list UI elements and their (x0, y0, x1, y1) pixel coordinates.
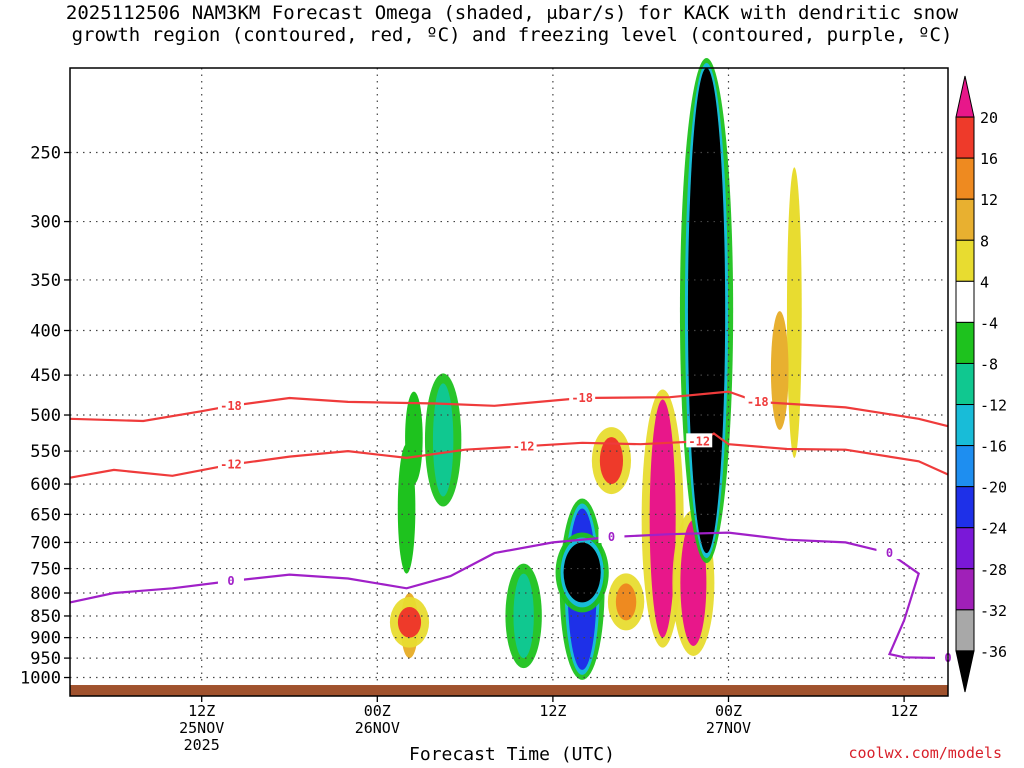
y-tick-label: 700 (30, 533, 61, 553)
x-tick-label: 27NOV (706, 719, 751, 737)
colorbar-label: -36 (980, 643, 1007, 661)
y-tick-label: 400 (30, 322, 61, 342)
y-tick-label: 850 (30, 607, 61, 627)
colorbar-swatch (955, 445, 975, 488)
colorbar-swatch (955, 568, 975, 611)
omega-cell (599, 437, 624, 485)
contour-label: -12 (220, 458, 242, 472)
colorbar-label: 16 (980, 150, 998, 168)
colorbar-swatch (955, 116, 975, 159)
contour-label: -18 (571, 391, 593, 405)
colorbar-label: -8 (980, 355, 998, 373)
y-tick-label: 800 (30, 584, 61, 604)
colorbar-bottom-arrow (955, 650, 975, 693)
y-tick-label: 600 (30, 475, 61, 495)
colorbar-label: 12 (980, 191, 998, 209)
colorbar-label: -28 (980, 561, 1007, 579)
contour-label-bg (510, 438, 537, 453)
colorbar-swatch (955, 486, 975, 529)
y-tick-label: 450 (30, 366, 61, 386)
colorbar-swatch (955, 609, 975, 652)
x-tick-label: 26NOV (355, 719, 400, 737)
contour-label-bg (217, 456, 244, 471)
omega-cell (786, 167, 802, 458)
colorbar-label: -12 (980, 397, 1007, 415)
colorbar-label: 4 (980, 273, 989, 291)
colorbar: 20 16 12 8 4 -4 -8 -12 -16 -20 -24 -28 -32 -36 (955, 75, 1007, 693)
contour-label-bg (569, 389, 596, 404)
contour-label-bg (876, 545, 903, 560)
contour-label-bg (217, 572, 244, 587)
y-tick-label: 300 (30, 213, 61, 233)
contour-label: -12 (688, 434, 710, 448)
ground-strip (70, 685, 948, 696)
x-axis-title: Forecast Time (UTC) (409, 744, 615, 765)
colorbar-swatch (955, 321, 975, 364)
x-tick-label: 00Z (715, 702, 742, 720)
omega-cell (397, 444, 416, 574)
colorbar-top-arrow (955, 75, 975, 118)
contour-label-bg (217, 397, 244, 412)
colorbar-label: 8 (980, 232, 989, 250)
y-tick-label: 900 (30, 629, 61, 649)
contour-line--18 (69, 390, 949, 428)
contour-label-bg (686, 433, 713, 448)
contour-label: -18 (220, 399, 242, 413)
colorbar-label: -4 (980, 314, 998, 332)
colorbar-swatch (955, 362, 975, 406)
colorbar-swatch (955, 157, 975, 200)
omega-cell (563, 542, 601, 603)
colorbar-label: -24 (980, 520, 1007, 538)
omega-cell (687, 68, 726, 554)
colorbar-swatch (955, 527, 975, 570)
y-axis: 2503003504004505005506006507007508008509… (20, 144, 70, 689)
contour-label-bg (598, 528, 625, 543)
y-tick-label: 350 (30, 271, 61, 291)
x-tick-label: 12Z (539, 702, 566, 720)
y-tick-label: 650 (30, 505, 61, 525)
y-tick-label: 500 (30, 406, 61, 426)
chart-title: 2025112506 NAM3KM Forecast Omega (shaded… (0, 2, 1024, 46)
colorbar-swatch (955, 239, 975, 282)
y-tick-label: 250 (30, 144, 61, 164)
y-tick-label: 750 (30, 560, 61, 580)
contour-label: 0 (886, 546, 893, 560)
contour-label: -12 (513, 439, 535, 453)
y-tick-label: 1000 (20, 669, 61, 689)
colorbar-label: -32 (980, 602, 1007, 620)
x-tick-label: 25NOV (179, 719, 224, 737)
contour-label-bg (744, 393, 771, 408)
omega-cell (513, 573, 534, 659)
colorbar-label: 20 (980, 109, 998, 127)
omega-cell (649, 399, 676, 638)
title-line-1: 2025112506 NAM3KM Forecast Omega (shaded… (65, 2, 959, 24)
x-tick-label: 12Z (188, 702, 215, 720)
colorbar-swatch (955, 280, 975, 323)
omega-cell (615, 583, 637, 621)
contour-label: -18 (747, 395, 769, 409)
colorbar-label: -20 (980, 479, 1007, 497)
y-tick-label: 550 (30, 442, 61, 462)
x-tick-label: 00Z (364, 702, 391, 720)
source-credit: coolwx.com/models (848, 744, 1002, 762)
colorbar-swatch (955, 404, 975, 447)
omega-cell (770, 311, 789, 430)
omega-cell (432, 383, 454, 497)
contour-label: 0 (608, 530, 615, 544)
x-tick-label: 12Z (891, 702, 918, 720)
plot-frame (69, 67, 949, 697)
colorbar-label: -16 (980, 438, 1007, 456)
y-tick-label: 950 (30, 649, 61, 669)
omega-cell (397, 606, 422, 638)
x-tick-label: 2025 (184, 736, 220, 754)
title-line-2: growth region (contoured, red, ºC) and f… (71, 24, 953, 46)
colorbar-swatch (955, 198, 975, 241)
contour-label: 0 (227, 574, 234, 588)
